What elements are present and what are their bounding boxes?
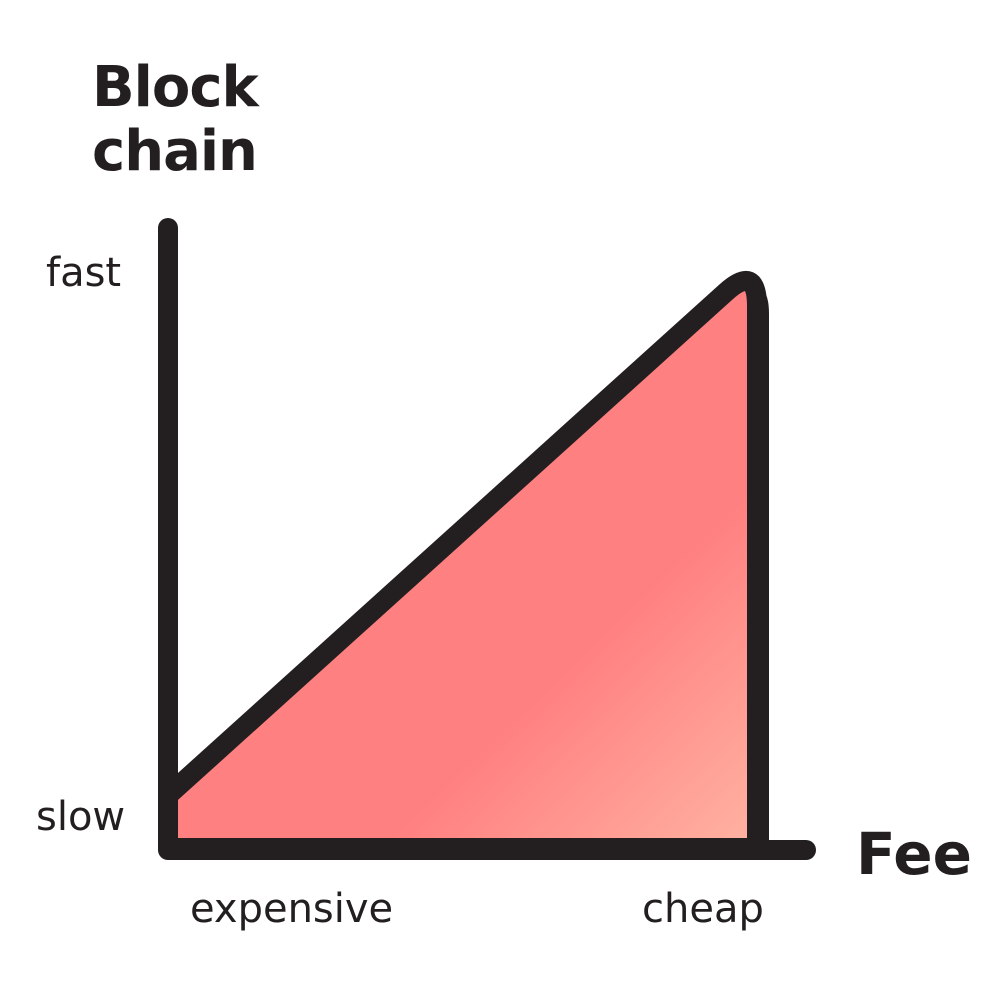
plot-area bbox=[158, 218, 816, 860]
y-tick-label-fast: fast bbox=[46, 250, 121, 296]
x-tick-label-cheap: cheap bbox=[642, 886, 764, 932]
x-axis-label: Fee bbox=[856, 820, 972, 888]
chart-title-line-2: chain bbox=[92, 119, 257, 184]
y-tick-label-slow: slow bbox=[36, 794, 125, 840]
x-tick-label-expensive: expensive bbox=[190, 886, 393, 932]
chart-title-line-1: Block bbox=[92, 55, 261, 120]
series-area bbox=[158, 270, 767, 858]
